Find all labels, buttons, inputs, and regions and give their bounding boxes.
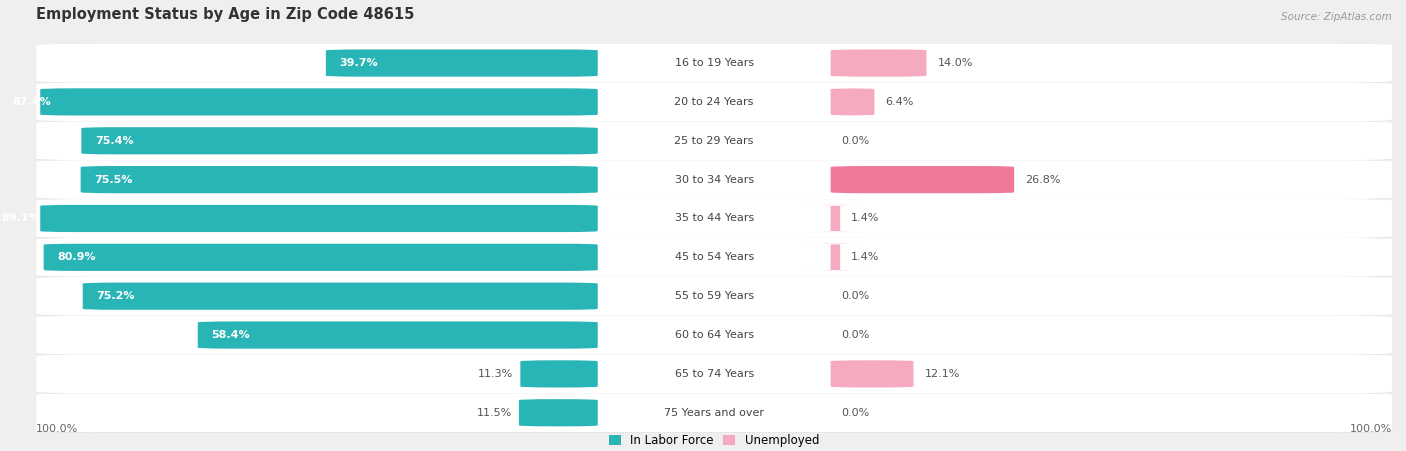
Text: 39.7%: 39.7% xyxy=(339,58,378,68)
Text: 75.5%: 75.5% xyxy=(94,175,132,184)
Text: 1.4%: 1.4% xyxy=(851,213,880,224)
Text: 11.5%: 11.5% xyxy=(477,408,512,418)
Text: 0.0%: 0.0% xyxy=(842,291,870,301)
FancyBboxPatch shape xyxy=(831,88,875,115)
Text: 87.4%: 87.4% xyxy=(13,97,52,107)
FancyBboxPatch shape xyxy=(37,238,1392,277)
FancyBboxPatch shape xyxy=(831,166,1014,193)
Legend: In Labor Force, Unemployed: In Labor Force, Unemployed xyxy=(609,434,820,447)
FancyBboxPatch shape xyxy=(37,238,1392,277)
Text: 30 to 34 Years: 30 to 34 Years xyxy=(675,175,754,184)
FancyBboxPatch shape xyxy=(37,121,1392,160)
FancyBboxPatch shape xyxy=(37,83,1392,121)
FancyBboxPatch shape xyxy=(37,160,1392,199)
FancyBboxPatch shape xyxy=(520,360,598,387)
Text: 100.0%: 100.0% xyxy=(37,424,79,434)
Text: 25 to 29 Years: 25 to 29 Years xyxy=(675,136,754,146)
Text: 0.0%: 0.0% xyxy=(842,136,870,146)
FancyBboxPatch shape xyxy=(37,354,1392,393)
Text: 100.0%: 100.0% xyxy=(1350,424,1392,434)
FancyBboxPatch shape xyxy=(82,127,598,154)
FancyBboxPatch shape xyxy=(37,354,1392,394)
FancyBboxPatch shape xyxy=(37,393,1392,432)
Text: 0.0%: 0.0% xyxy=(842,408,870,418)
Text: 60 to 64 Years: 60 to 64 Years xyxy=(675,330,754,340)
Text: 12.1%: 12.1% xyxy=(924,369,960,379)
FancyBboxPatch shape xyxy=(37,199,1392,238)
Text: Employment Status by Age in Zip Code 48615: Employment Status by Age in Zip Code 486… xyxy=(37,7,415,22)
Text: 6.4%: 6.4% xyxy=(886,97,914,107)
FancyBboxPatch shape xyxy=(831,360,914,387)
Text: 45 to 54 Years: 45 to 54 Years xyxy=(675,253,754,262)
Text: 65 to 74 Years: 65 to 74 Years xyxy=(675,369,754,379)
Text: 1.4%: 1.4% xyxy=(851,253,880,262)
Text: 16 to 19 Years: 16 to 19 Years xyxy=(675,58,754,68)
Text: 89.1%: 89.1% xyxy=(1,213,39,224)
FancyBboxPatch shape xyxy=(44,244,598,271)
Text: 80.9%: 80.9% xyxy=(58,253,96,262)
FancyBboxPatch shape xyxy=(37,316,1392,354)
Text: 11.3%: 11.3% xyxy=(478,369,513,379)
FancyBboxPatch shape xyxy=(326,50,598,77)
FancyBboxPatch shape xyxy=(83,283,598,310)
Text: 0.0%: 0.0% xyxy=(842,330,870,340)
Text: 75 Years and over: 75 Years and over xyxy=(664,408,765,418)
FancyBboxPatch shape xyxy=(37,277,1392,316)
FancyBboxPatch shape xyxy=(37,121,1392,161)
FancyBboxPatch shape xyxy=(37,44,1392,83)
FancyBboxPatch shape xyxy=(806,205,865,232)
Text: Source: ZipAtlas.com: Source: ZipAtlas.com xyxy=(1281,12,1392,22)
Text: 75.4%: 75.4% xyxy=(96,136,134,146)
FancyBboxPatch shape xyxy=(37,393,1392,433)
Text: 58.4%: 58.4% xyxy=(211,330,250,340)
FancyBboxPatch shape xyxy=(41,88,598,115)
Text: 75.2%: 75.2% xyxy=(97,291,135,301)
FancyBboxPatch shape xyxy=(37,277,1392,316)
Text: 55 to 59 Years: 55 to 59 Years xyxy=(675,291,754,301)
FancyBboxPatch shape xyxy=(831,50,927,77)
FancyBboxPatch shape xyxy=(519,399,598,426)
FancyBboxPatch shape xyxy=(80,166,598,193)
FancyBboxPatch shape xyxy=(37,199,1392,238)
Text: 14.0%: 14.0% xyxy=(938,58,973,68)
FancyBboxPatch shape xyxy=(37,44,1392,83)
FancyBboxPatch shape xyxy=(806,244,865,271)
FancyBboxPatch shape xyxy=(41,205,598,232)
Text: 35 to 44 Years: 35 to 44 Years xyxy=(675,213,754,224)
Text: 26.8%: 26.8% xyxy=(1025,175,1060,184)
FancyBboxPatch shape xyxy=(37,83,1392,122)
FancyBboxPatch shape xyxy=(198,322,598,349)
FancyBboxPatch shape xyxy=(37,316,1392,355)
FancyBboxPatch shape xyxy=(37,160,1392,199)
Text: 20 to 24 Years: 20 to 24 Years xyxy=(675,97,754,107)
